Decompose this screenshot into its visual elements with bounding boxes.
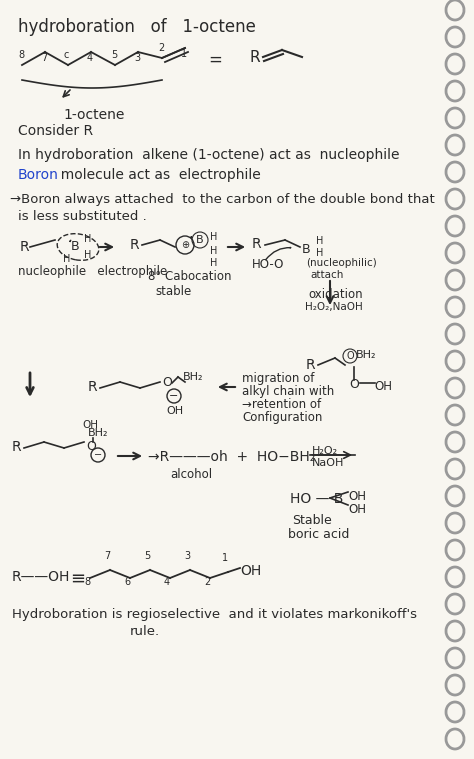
Text: 5: 5: [111, 50, 117, 60]
Text: alkyl chain with: alkyl chain with: [242, 385, 334, 398]
Text: 8: 8: [18, 50, 24, 60]
Text: 4: 4: [164, 577, 170, 587]
FancyArrowPatch shape: [265, 247, 291, 260]
Text: H: H: [210, 258, 218, 268]
Text: O: O: [86, 440, 96, 453]
Text: OH: OH: [348, 490, 366, 503]
Text: alcohol: alcohol: [170, 468, 212, 481]
Text: NaOH: NaOH: [312, 458, 345, 468]
Text: OH: OH: [166, 406, 183, 416]
Text: R——OH: R——OH: [12, 570, 70, 584]
Text: boric acid: boric acid: [288, 528, 349, 541]
Text: 6: 6: [124, 577, 130, 587]
Text: R: R: [130, 238, 140, 252]
Text: BH₂: BH₂: [183, 372, 203, 382]
Text: is less substituted .: is less substituted .: [18, 210, 147, 223]
Text: H: H: [316, 248, 323, 258]
Text: 5: 5: [144, 551, 150, 561]
Text: rule.: rule.: [130, 625, 160, 638]
Text: O: O: [162, 376, 172, 389]
Text: R: R: [252, 237, 262, 251]
Text: R: R: [12, 440, 22, 454]
Text: ≡: ≡: [70, 570, 85, 588]
Text: OH: OH: [82, 420, 98, 430]
Text: nucleophile   electrophile: nucleophile electrophile: [18, 265, 167, 278]
Text: OH: OH: [240, 564, 261, 578]
Text: −: −: [94, 450, 102, 460]
Text: Boron: Boron: [18, 168, 59, 182]
Text: 7: 7: [104, 551, 110, 561]
Text: H: H: [210, 246, 218, 256]
Text: Configuration: Configuration: [242, 411, 322, 424]
Text: B: B: [196, 235, 204, 245]
Text: OH: OH: [348, 503, 366, 516]
Text: stable: stable: [155, 285, 191, 298]
Text: O: O: [346, 351, 354, 361]
Text: H: H: [63, 254, 70, 264]
Text: R: R: [88, 380, 98, 394]
Text: →R———oh  +  HO−BH₂: →R———oh + HO−BH₂: [148, 450, 315, 464]
Text: BH₂: BH₂: [356, 350, 376, 360]
Text: hydroboration   of   1-octene: hydroboration of 1-octene: [18, 18, 256, 36]
Text: −: −: [169, 391, 179, 401]
Text: 3: 3: [134, 53, 140, 63]
Text: Consider R: Consider R: [18, 124, 93, 138]
Text: R: R: [250, 51, 261, 65]
Text: 3: 3: [184, 551, 190, 561]
Text: H: H: [84, 234, 91, 244]
Text: attach: attach: [310, 270, 343, 280]
Text: HO-O: HO-O: [252, 258, 284, 271]
Text: molecule act as  electrophile: molecule act as electrophile: [52, 168, 261, 182]
Text: migration of: migration of: [242, 372, 314, 385]
Text: 7: 7: [41, 53, 47, 63]
Text: H: H: [316, 236, 323, 246]
Text: R: R: [306, 358, 316, 372]
Text: =: =: [208, 51, 222, 69]
Text: c: c: [64, 50, 69, 60]
Text: BH₂: BH₂: [88, 428, 109, 438]
Text: OH: OH: [374, 380, 392, 393]
Text: R: R: [20, 240, 29, 254]
Text: B: B: [71, 240, 79, 253]
Text: H: H: [84, 250, 91, 260]
Text: 4: 4: [87, 53, 93, 63]
Text: 1-octene: 1-octene: [63, 108, 124, 122]
Text: HO — B: HO — B: [290, 492, 343, 506]
Text: 1: 1: [181, 49, 187, 59]
Text: 2: 2: [158, 43, 164, 53]
Text: 8° Cabocation: 8° Cabocation: [148, 270, 231, 283]
Text: →Boron always attached  to the carbon of the double bond that: →Boron always attached to the carbon of …: [10, 193, 435, 206]
Text: 1: 1: [222, 553, 228, 563]
Text: H₂O₂,NaOH: H₂O₂,NaOH: [305, 302, 363, 312]
Text: oxidation: oxidation: [308, 288, 363, 301]
Text: 8: 8: [84, 577, 90, 587]
Text: H: H: [210, 232, 218, 242]
FancyArrowPatch shape: [70, 240, 71, 241]
Text: Stable: Stable: [292, 514, 332, 527]
Text: ⊕: ⊕: [181, 240, 189, 250]
Text: B: B: [302, 243, 310, 256]
Text: In hydroboration  alkene (1-octene) act as  nucleophile: In hydroboration alkene (1-octene) act a…: [18, 148, 400, 162]
Text: 2: 2: [204, 577, 210, 587]
Text: →retention of: →retention of: [242, 398, 321, 411]
Text: H₂O₂: H₂O₂: [312, 446, 338, 456]
Text: Hydroboration is regioselective  and it violates markonikoff's: Hydroboration is regioselective and it v…: [12, 608, 417, 621]
Text: (nucleophilic): (nucleophilic): [306, 258, 377, 268]
Text: O: O: [349, 378, 359, 391]
